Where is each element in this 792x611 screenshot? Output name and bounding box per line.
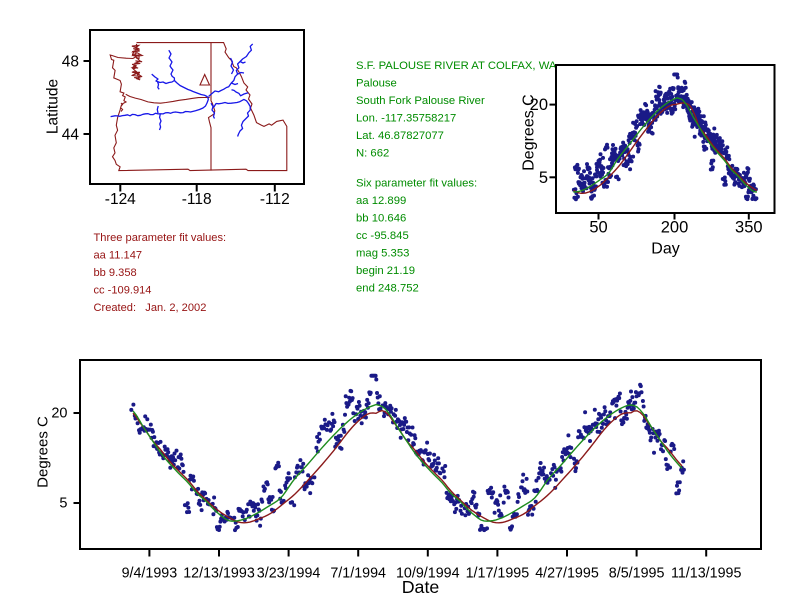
svg-text:bb 9.358: bb 9.358 <box>94 267 137 279</box>
svg-text:44: 44 <box>62 127 80 144</box>
svg-text:aa 12.899: aa 12.899 <box>356 195 406 207</box>
svg-text:begin 21.19: begin 21.19 <box>356 265 415 277</box>
svg-text:3/23/1994: 3/23/1994 <box>257 566 321 582</box>
svg-text:1/17/1995: 1/17/1995 <box>466 566 530 582</box>
svg-text:Degrees C: Degrees C <box>521 94 538 170</box>
svg-text:50: 50 <box>589 219 607 237</box>
svg-text:cc -109.914: cc -109.914 <box>94 285 152 297</box>
svg-text:Latitude: Latitude <box>45 79 62 134</box>
svg-text:Date: Date <box>402 577 440 597</box>
svg-text:-124: -124 <box>105 191 136 208</box>
svg-text:S.F. PALOUSE RIVER AT COLFAX,: S.F. PALOUSE RIVER AT COLFAX, WA <box>356 60 557 72</box>
svg-text:8/5/1995: 8/5/1995 <box>609 566 665 582</box>
svg-text:12/13/1993: 12/13/1993 <box>183 566 255 582</box>
svg-text:end 248.752: end 248.752 <box>356 282 419 294</box>
svg-text:20: 20 <box>51 406 67 422</box>
svg-text:4/27/1995: 4/27/1995 <box>535 566 599 582</box>
svg-text:5: 5 <box>59 496 67 512</box>
svg-text:mag 5.353: mag 5.353 <box>356 247 409 259</box>
svg-text:Lat. 46.87827077: Lat. 46.87827077 <box>356 130 444 142</box>
svg-text:10/9/1994: 10/9/1994 <box>396 566 460 582</box>
svg-text:9/4/1993: 9/4/1993 <box>122 566 178 582</box>
svg-text:Day: Day <box>651 241 679 258</box>
svg-text:5: 5 <box>539 169 548 187</box>
svg-text:cc -95.845: cc -95.845 <box>356 230 409 242</box>
svg-text:Created: Jan. 2, 2002: Created: Jan. 2, 2002 <box>94 302 207 314</box>
svg-text:7/1/1994: 7/1/1994 <box>330 566 386 582</box>
svg-text:Lon. -117.35758217: Lon. -117.35758217 <box>356 112 456 124</box>
svg-text:Palouse: Palouse <box>356 77 397 89</box>
svg-text:11/13/1995: 11/13/1995 <box>671 566 742 582</box>
svg-text:N: 662: N: 662 <box>356 147 389 159</box>
svg-text:Three parameter fit values:: Three parameter fit values: <box>94 232 227 244</box>
svg-text:20: 20 <box>530 96 548 114</box>
svg-text:200: 200 <box>661 219 689 237</box>
svg-text:Six parameter fit values:: Six parameter fit values: <box>356 177 477 189</box>
svg-text:Degrees C: Degrees C <box>35 416 52 488</box>
svg-text:aa 11.147: aa 11.147 <box>94 250 143 262</box>
svg-text:48: 48 <box>62 54 79 71</box>
svg-text:South Fork Palouse River: South Fork Palouse River <box>356 95 485 107</box>
svg-text:-118: -118 <box>182 191 212 208</box>
svg-text:bb 10.646: bb 10.646 <box>356 212 406 224</box>
svg-text:350: 350 <box>735 219 763 237</box>
svg-text:-112: -112 <box>260 191 290 208</box>
